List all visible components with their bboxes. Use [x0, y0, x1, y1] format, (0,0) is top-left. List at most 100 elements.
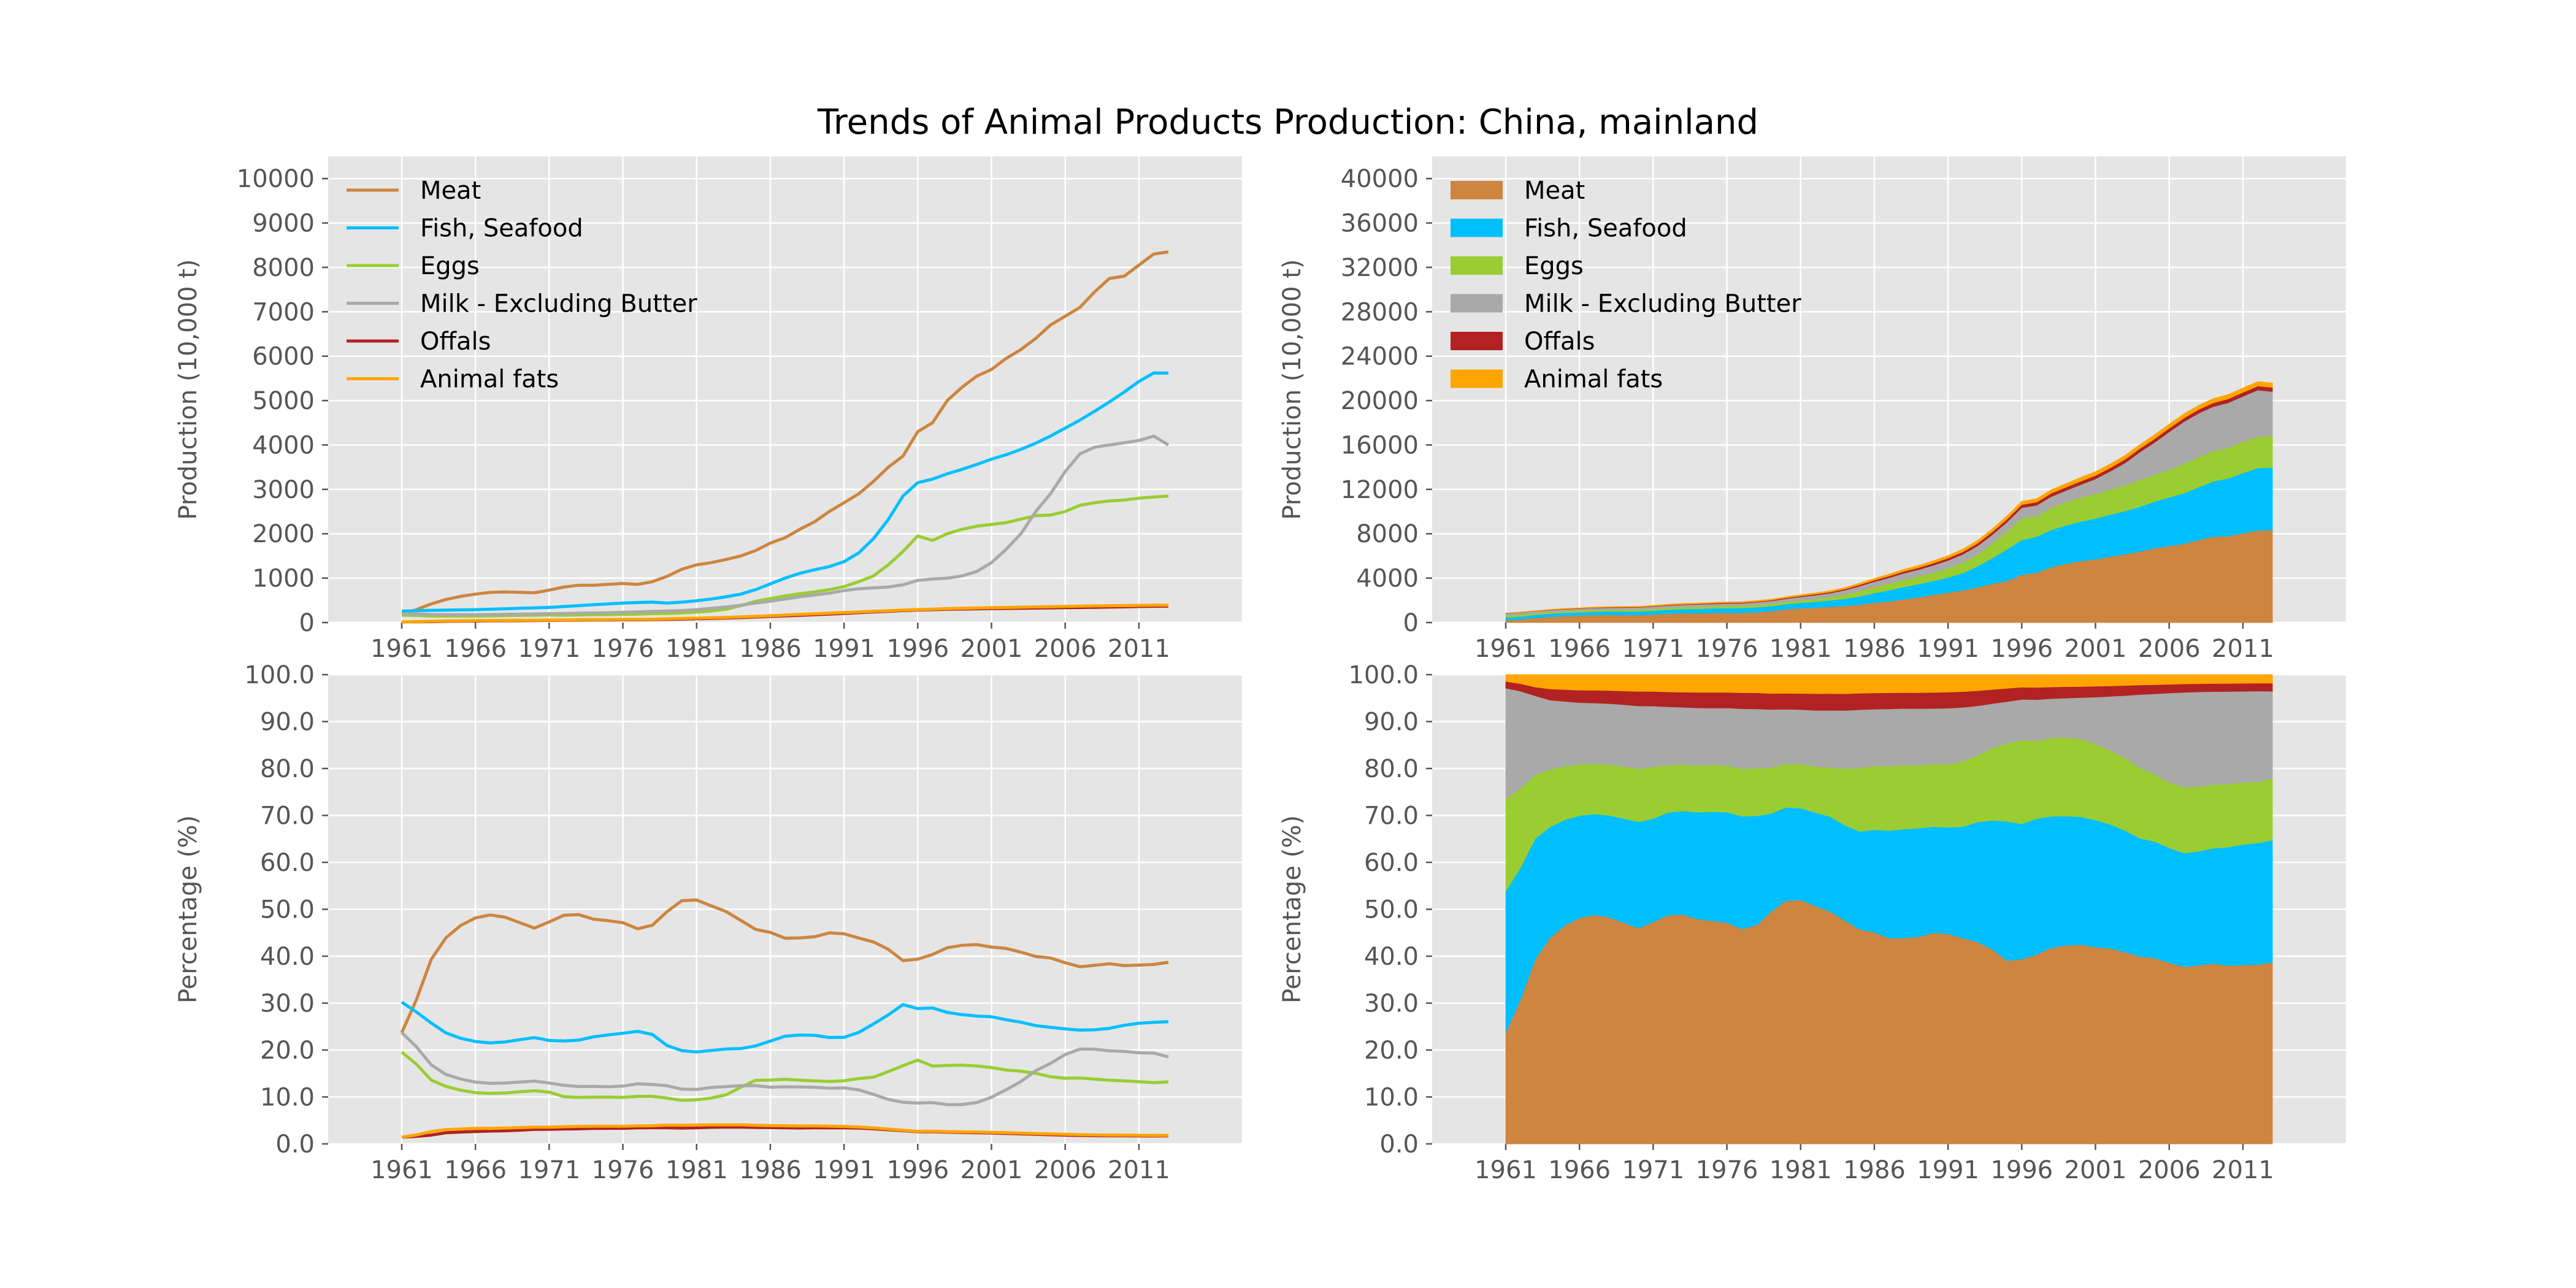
- legend-label: Animal fats: [420, 366, 559, 394]
- x-tick-label: 1966: [444, 635, 507, 663]
- x-tick-label: 2001: [960, 635, 1023, 663]
- y-tick-label: 50.0: [260, 896, 315, 924]
- x-tick-label: 1996: [886, 1156, 949, 1184]
- y-axis-label: Percentage (%): [1278, 815, 1306, 1003]
- x-tick-label: 2006: [2138, 635, 2201, 663]
- y-tick-label: 60.0: [260, 849, 315, 877]
- y-tick-label: 100.0: [244, 661, 315, 689]
- y-tick-label: 20.0: [1364, 1037, 1419, 1065]
- chart-panel-1: 0 1000 2000 3000 4000 5000 6000 7000 8000 9000 100…: [174, 156, 1242, 663]
- series-line-meat: [401, 250, 1169, 615]
- y-tick-label: 4000: [252, 431, 315, 459]
- y-tick-label: 10.0: [260, 1084, 315, 1112]
- x-tick-label: 1971: [518, 635, 580, 663]
- x-tick-label: 2006: [1034, 635, 1097, 663]
- x-tick-label: 1986: [1843, 1156, 1906, 1184]
- y-tick-label: 8000: [1356, 520, 1419, 548]
- y-tick-label: 100.0: [1348, 661, 1419, 689]
- y-tick-label: 40.0: [260, 943, 315, 971]
- x-tick-label: 1976: [592, 635, 654, 663]
- x-tick-label: 1961: [370, 635, 433, 663]
- y-tick-label: 5000: [252, 387, 315, 415]
- y-tick-label: 80.0: [260, 755, 315, 783]
- x-tick-label: 2006: [2138, 1156, 2201, 1184]
- y-tick-label: 70.0: [260, 802, 315, 830]
- y-tick-label: 0.0: [275, 1130, 315, 1159]
- y-tick-label: 40000: [1341, 165, 1419, 193]
- legend-label: Milk - Excluding Butter: [420, 290, 697, 318]
- series-line-meat: [400, 898, 1169, 1033]
- y-tick-label: 60.0: [1364, 849, 1419, 877]
- y-tick-label: 20000: [1341, 387, 1419, 415]
- legend: Meat Fish, Seafood Eggs Milk - Excluding Bu…: [347, 177, 697, 394]
- legend-label: Offals: [1524, 328, 1595, 356]
- y-tick-label: 1000: [252, 565, 315, 593]
- x-tick-label: 1976: [1696, 635, 1758, 663]
- y-tick-label: 40.0: [1364, 943, 1419, 971]
- legend-label: Meat: [420, 177, 481, 205]
- x-tick-label: 2001: [960, 1156, 1023, 1184]
- x-tick-label: 1971: [1622, 1156, 1684, 1184]
- x-tick-label: 1986: [1843, 635, 1906, 663]
- legend-label: Eggs: [420, 252, 480, 280]
- y-tick-label: 4000: [1356, 565, 1419, 593]
- y-tick-label: 16000: [1341, 431, 1419, 459]
- plot-marks: [1505, 381, 2273, 623]
- y-tick-label: 32000: [1341, 254, 1419, 282]
- x-tick-label: 1986: [739, 635, 802, 663]
- plot-marks: [400, 898, 1169, 1139]
- figure-title: Trends of Animal Products Production: Ch…: [817, 102, 1758, 142]
- x-tick-label: 1961: [1474, 1156, 1537, 1184]
- x-tick-label: 1961: [1474, 635, 1537, 663]
- series-line-fish-seafood: [401, 371, 1168, 613]
- series-line-milk-excluding-butter: [401, 1031, 1169, 1106]
- x-tick-label: 1991: [1917, 1156, 1979, 1184]
- y-tick-label: 10000: [237, 165, 315, 193]
- legend-swatch: [1451, 332, 1503, 350]
- y-tick-label: 0: [299, 609, 315, 637]
- y-tick-label: 90.0: [260, 708, 315, 737]
- plot-marks: [401, 250, 1170, 624]
- legend-label: Fish, Seafood: [1524, 215, 1687, 243]
- y-tick-label: 70.0: [1364, 802, 1419, 830]
- chart-panel-3: 0.0 10.0 20.0 30.0 40.0 50.0 60.0 70.0 80.0 90.0 1…: [174, 661, 1242, 1184]
- legend: Meat Fish, Seafood Eggs Milk - Excluding Bu…: [1451, 177, 1801, 394]
- y-tick-label: 36000: [1341, 210, 1419, 238]
- legend-label: Milk - Excluding Butter: [1524, 290, 1801, 318]
- series-line-eggs: [401, 1051, 1169, 1102]
- x-tick-label: 1986: [739, 1156, 802, 1184]
- y-tick-label: 28000: [1341, 298, 1419, 326]
- x-tick-label: 1966: [444, 1156, 507, 1184]
- x-tick-label: 1976: [1696, 1156, 1758, 1184]
- y-tick-label: 0: [1403, 609, 1419, 637]
- y-axis-label: Percentage (%): [174, 815, 202, 1003]
- legend-label: Offals: [420, 328, 491, 356]
- y-axis-label: Production (10,000 t): [174, 259, 202, 519]
- y-tick-label: 30.0: [1364, 990, 1419, 1018]
- x-tick-label: 2006: [1034, 1156, 1097, 1184]
- legend-label: Fish, Seafood: [420, 215, 583, 243]
- y-tick-label: 50.0: [1364, 896, 1419, 924]
- x-tick-label: 2011: [2212, 635, 2274, 663]
- x-tick-label: 2011: [1108, 635, 1170, 663]
- legend-label: Meat: [1524, 177, 1585, 205]
- x-tick-label: 2001: [2064, 1156, 2127, 1184]
- y-tick-label: 7000: [252, 298, 315, 326]
- x-tick-label: 1991: [813, 635, 875, 663]
- x-tick-label: 1991: [1917, 635, 1979, 663]
- x-tick-label: 2001: [2064, 635, 2127, 663]
- y-tick-label: 80.0: [1364, 755, 1419, 783]
- y-tick-label: 24000: [1341, 343, 1419, 371]
- y-tick-label: 90.0: [1364, 708, 1419, 737]
- chart-panels: 0 1000 2000 3000 4000 5000 6000 7000 8000 9000 100…: [174, 156, 2346, 1184]
- y-tick-label: 9000: [252, 210, 315, 238]
- series-line-animal-fats: [401, 604, 1169, 624]
- legend-swatch: [1451, 294, 1503, 313]
- y-tick-label: 12000: [1341, 476, 1419, 504]
- legend-swatch: [1451, 181, 1503, 199]
- x-tick-label: 1981: [1769, 635, 1832, 663]
- x-tick-label: 1961: [370, 1156, 433, 1184]
- x-tick-label: 1981: [665, 1156, 728, 1184]
- chart-panel-2: 0 4000 8000 12000 16000 20000 24000 28000 32000 3…: [1278, 156, 2346, 663]
- x-tick-label: 1981: [1769, 1156, 1832, 1184]
